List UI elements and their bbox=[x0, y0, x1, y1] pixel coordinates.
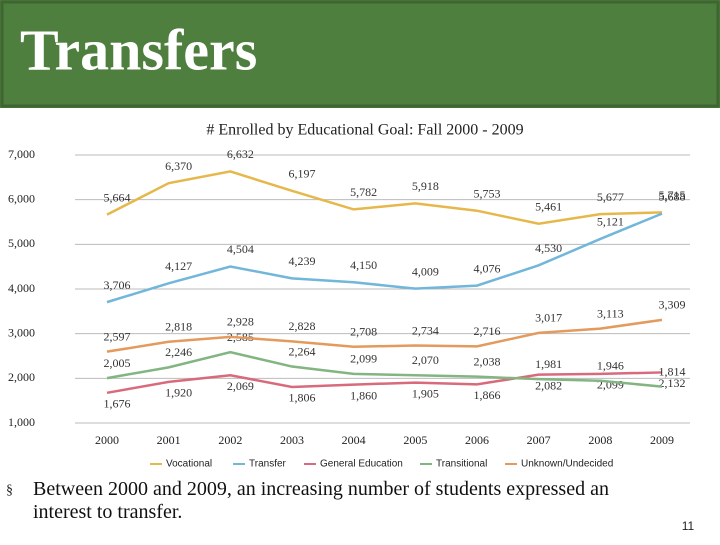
legend-label: Transitional bbox=[436, 459, 487, 470]
data-label: 2,928 bbox=[227, 315, 254, 329]
y-tick-label: 4,000 bbox=[8, 281, 35, 295]
data-label: 1,806 bbox=[289, 391, 316, 405]
x-tick-label: 2009 bbox=[650, 433, 674, 447]
x-tick-label: 2001 bbox=[157, 433, 181, 447]
data-label: 4,150 bbox=[350, 258, 377, 272]
data-label: 2,005 bbox=[104, 356, 131, 370]
data-label: 5,121 bbox=[597, 215, 624, 229]
data-label: 5,715 bbox=[659, 188, 686, 202]
data-label: 4,504 bbox=[227, 242, 254, 256]
data-label: 2,264 bbox=[289, 344, 316, 358]
data-label: 5,688 bbox=[659, 189, 686, 203]
y-tick-label: 5,000 bbox=[8, 236, 35, 250]
title-bar bbox=[0, 0, 720, 108]
data-label: 2,082 bbox=[535, 378, 562, 392]
data-label: 3,017 bbox=[535, 311, 562, 325]
series-line bbox=[106, 350, 663, 388]
data-label: 6,632 bbox=[227, 147, 254, 161]
data-label: 1,676 bbox=[104, 397, 131, 411]
title-bar-border bbox=[0, 0, 720, 108]
data-label: 3,309 bbox=[659, 298, 686, 312]
y-tick-label: 3,000 bbox=[8, 325, 35, 339]
data-label: 4,009 bbox=[412, 264, 439, 278]
data-label: 2,734 bbox=[412, 323, 439, 337]
data-label: 5,918 bbox=[412, 179, 439, 193]
data-label: 2,069 bbox=[227, 379, 254, 393]
legend-label: Unknown/Undecided bbox=[521, 459, 613, 470]
data-label: 2,716 bbox=[474, 324, 501, 338]
x-tick-label: 2004 bbox=[342, 433, 366, 447]
x-tick-label: 2002 bbox=[218, 433, 242, 447]
bullet-text: Between 2000 and 2009, an increasing num… bbox=[33, 478, 609, 523]
chart-title: # Enrolled by Educational Goal: Fall 200… bbox=[206, 122, 523, 139]
series-line bbox=[106, 212, 663, 304]
data-label: 4,127 bbox=[165, 259, 192, 273]
x-tick-label: 2005 bbox=[403, 433, 427, 447]
data-label: 5,664 bbox=[104, 190, 131, 204]
series-line bbox=[106, 170, 663, 226]
y-tick-label: 7,000 bbox=[8, 147, 35, 161]
y-tick-label: 6,000 bbox=[8, 191, 35, 205]
data-label: 3,706 bbox=[104, 278, 131, 292]
data-label: 5,677 bbox=[597, 190, 624, 204]
data-label: 2,070 bbox=[412, 353, 439, 367]
data-label: 1,946 bbox=[597, 358, 624, 372]
data-label: 2,099 bbox=[350, 352, 377, 366]
x-tick-label: 2006 bbox=[465, 433, 489, 447]
x-tick-label: 2008 bbox=[588, 433, 612, 447]
data-label: 3,113 bbox=[597, 306, 624, 320]
data-label: 1,860 bbox=[350, 388, 377, 402]
data-label: 2,708 bbox=[350, 324, 377, 338]
data-label: 4,530 bbox=[535, 241, 562, 255]
data-label: 5,461 bbox=[535, 199, 562, 213]
data-label: 4,239 bbox=[289, 254, 316, 268]
x-tick-label: 2003 bbox=[280, 433, 304, 447]
plot: 1,000 2,000 3,000 4,000 5,000 6,000 7,000 2000 2… bbox=[8, 147, 690, 470]
data-label: 1,981 bbox=[535, 357, 562, 371]
legend-label: Transfer bbox=[249, 459, 287, 470]
series-line bbox=[106, 371, 663, 395]
data-label: 5,782 bbox=[350, 185, 377, 199]
x-tick-label: 2000 bbox=[95, 433, 119, 447]
data-label: 2,597 bbox=[104, 329, 131, 343]
legend-label: General Education bbox=[320, 459, 403, 470]
data-label: 6,197 bbox=[289, 167, 316, 181]
data-label: 6,370 bbox=[165, 159, 192, 173]
x-tick-label: 2007 bbox=[527, 433, 551, 447]
data-label: 5,753 bbox=[474, 186, 501, 200]
page-number: 11 bbox=[682, 519, 695, 533]
legend-label: Vocational bbox=[166, 459, 212, 470]
data-label: 4,076 bbox=[474, 261, 501, 275]
data-label: 2,828 bbox=[289, 319, 316, 333]
bullet-box: Between 2000 and 2009, an increasing num… bbox=[33, 478, 609, 523]
data-label: 2,818 bbox=[165, 320, 192, 334]
data-label: 1,814 bbox=[659, 364, 686, 378]
data-label: 2,038 bbox=[474, 354, 501, 368]
series-line bbox=[106, 318, 663, 353]
y-tick-label: 2,000 bbox=[8, 370, 35, 384]
data-label: 2,246 bbox=[165, 345, 192, 359]
bullet-mark: § bbox=[6, 483, 13, 498]
data-label: 1,905 bbox=[412, 386, 439, 400]
data-label: 1,866 bbox=[474, 388, 501, 402]
y-tick-label: 1,000 bbox=[8, 415, 35, 429]
data-label: 2,132 bbox=[659, 376, 686, 390]
slide-title: Transfers bbox=[20, 17, 257, 82]
data-label: 1,920 bbox=[165, 386, 192, 400]
